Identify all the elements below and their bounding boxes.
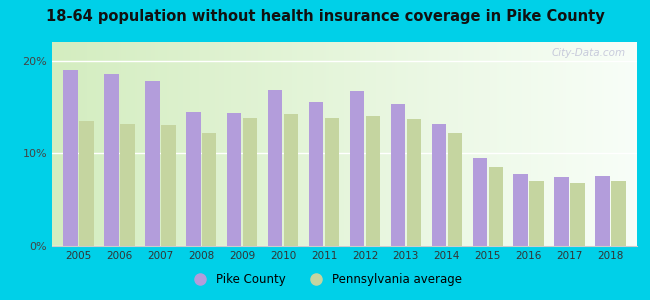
Legend: Pike County, Pennsylvania average: Pike County, Pennsylvania average: [183, 269, 467, 291]
Bar: [489, 167, 503, 246]
Bar: [309, 102, 323, 246]
Bar: [284, 114, 298, 246]
Bar: [145, 81, 160, 246]
Bar: [514, 174, 528, 246]
Bar: [366, 116, 380, 246]
Bar: [227, 113, 241, 246]
Bar: [595, 176, 610, 246]
Bar: [64, 70, 78, 246]
Bar: [243, 118, 257, 246]
Bar: [611, 181, 625, 246]
Bar: [570, 183, 584, 246]
Bar: [186, 112, 200, 246]
Bar: [391, 104, 405, 246]
Text: City-Data.com: City-Data.com: [551, 48, 625, 58]
Bar: [432, 124, 446, 246]
Bar: [473, 158, 487, 246]
Bar: [407, 119, 421, 246]
Bar: [268, 90, 282, 246]
Bar: [161, 125, 176, 246]
Bar: [350, 91, 364, 246]
Bar: [554, 177, 569, 246]
Bar: [79, 121, 94, 246]
Bar: [105, 74, 119, 246]
Bar: [120, 124, 135, 246]
Bar: [202, 133, 216, 246]
Bar: [448, 133, 462, 246]
Bar: [325, 118, 339, 246]
Text: 18-64 population without health insurance coverage in Pike County: 18-64 population without health insuranc…: [46, 9, 605, 24]
Bar: [529, 181, 544, 246]
